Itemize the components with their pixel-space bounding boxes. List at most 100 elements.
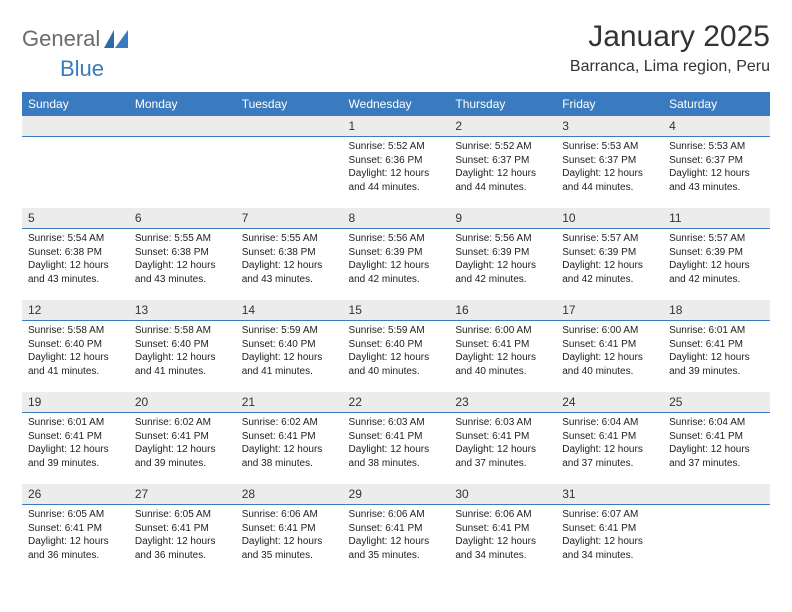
- day-number: 7: [236, 208, 343, 228]
- day-number: [22, 116, 129, 136]
- calendar-table: Sunday Monday Tuesday Wednesday Thursday…: [22, 92, 770, 576]
- day-details: Sunrise: 6:05 AMSunset: 6:41 PMDaylight:…: [22, 505, 129, 568]
- daylight-text: Daylight: 12 hours and 37 minutes.: [455, 443, 550, 470]
- sunrise-text: Sunrise: 6:01 AM: [28, 416, 123, 430]
- day-number: 12: [22, 300, 129, 320]
- daylight-text: Daylight: 12 hours and 36 minutes.: [28, 535, 123, 562]
- day-number: 1: [343, 116, 450, 136]
- daylight-text: Daylight: 12 hours and 43 minutes.: [669, 167, 764, 194]
- calendar-week-row: 19Sunrise: 6:01 AMSunset: 6:41 PMDayligh…: [22, 392, 770, 484]
- day-details: Sunrise: 6:06 AMSunset: 6:41 PMDaylight:…: [343, 505, 450, 568]
- day-number: 19: [22, 392, 129, 412]
- day-number: 6: [129, 208, 236, 228]
- weekday-header: Wednesday: [343, 92, 450, 116]
- sunrise-text: Sunrise: 5:53 AM: [669, 140, 764, 154]
- sunset-text: Sunset: 6:38 PM: [28, 246, 123, 260]
- day-number: 4: [663, 116, 770, 136]
- sunset-text: Sunset: 6:37 PM: [669, 154, 764, 168]
- calendar-day-cell: 31Sunrise: 6:07 AMSunset: 6:41 PMDayligh…: [556, 484, 663, 576]
- day-number: [663, 484, 770, 504]
- sunrise-text: Sunrise: 5:52 AM: [455, 140, 550, 154]
- sunrise-text: Sunrise: 6:05 AM: [135, 508, 230, 522]
- calendar-day-cell: 2Sunrise: 5:52 AMSunset: 6:37 PMDaylight…: [449, 116, 556, 208]
- daylight-text: Daylight: 12 hours and 38 minutes.: [242, 443, 337, 470]
- day-details: Sunrise: 5:56 AMSunset: 6:39 PMDaylight:…: [449, 229, 556, 292]
- day-details: Sunrise: 5:58 AMSunset: 6:40 PMDaylight:…: [22, 321, 129, 384]
- daylight-text: Daylight: 12 hours and 41 minutes.: [28, 351, 123, 378]
- day-number-bar: 26: [22, 484, 129, 505]
- calendar-day-cell: 20Sunrise: 6:02 AMSunset: 6:41 PMDayligh…: [129, 392, 236, 484]
- day-number: 8: [343, 208, 450, 228]
- daylight-text: Daylight: 12 hours and 40 minutes.: [562, 351, 657, 378]
- title-block: January 2025 Barranca, Lima region, Peru: [570, 20, 770, 76]
- sunset-text: Sunset: 6:40 PM: [28, 338, 123, 352]
- sunset-text: Sunset: 6:40 PM: [135, 338, 230, 352]
- sunset-text: Sunset: 6:40 PM: [242, 338, 337, 352]
- daylight-text: Daylight: 12 hours and 40 minutes.: [349, 351, 444, 378]
- sunrise-text: Sunrise: 5:53 AM: [562, 140, 657, 154]
- weekday-header: Thursday: [449, 92, 556, 116]
- sunset-text: Sunset: 6:37 PM: [562, 154, 657, 168]
- sunset-text: Sunset: 6:41 PM: [242, 522, 337, 536]
- day-number: 14: [236, 300, 343, 320]
- day-details: [22, 137, 129, 146]
- day-number-bar: 19: [22, 392, 129, 413]
- calendar-page: General January 2025 Barranca, Lima regi…: [0, 0, 792, 596]
- sunrise-text: Sunrise: 6:06 AM: [455, 508, 550, 522]
- day-details: Sunrise: 5:55 AMSunset: 6:38 PMDaylight:…: [129, 229, 236, 292]
- day-number: 31: [556, 484, 663, 504]
- calendar-body: 1Sunrise: 5:52 AMSunset: 6:36 PMDaylight…: [22, 116, 770, 576]
- day-details: Sunrise: 5:59 AMSunset: 6:40 PMDaylight:…: [236, 321, 343, 384]
- day-number-bar: 14: [236, 300, 343, 321]
- day-number: 10: [556, 208, 663, 228]
- day-number: 16: [449, 300, 556, 320]
- weekday-header: Saturday: [663, 92, 770, 116]
- day-number-bar: [129, 116, 236, 137]
- calendar-day-cell: 1Sunrise: 5:52 AMSunset: 6:36 PMDaylight…: [343, 116, 450, 208]
- day-number: 9: [449, 208, 556, 228]
- day-number: 25: [663, 392, 770, 412]
- daylight-text: Daylight: 12 hours and 39 minutes.: [28, 443, 123, 470]
- daylight-text: Daylight: 12 hours and 34 minutes.: [562, 535, 657, 562]
- calendar-day-cell: 18Sunrise: 6:01 AMSunset: 6:41 PMDayligh…: [663, 300, 770, 392]
- daylight-text: Daylight: 12 hours and 37 minutes.: [669, 443, 764, 470]
- day-number-bar: 23: [449, 392, 556, 413]
- sunrise-text: Sunrise: 5:57 AM: [562, 232, 657, 246]
- calendar-header-row: Sunday Monday Tuesday Wednesday Thursday…: [22, 92, 770, 116]
- day-number-bar: 31: [556, 484, 663, 505]
- calendar-day-cell: 17Sunrise: 6:00 AMSunset: 6:41 PMDayligh…: [556, 300, 663, 392]
- day-details: Sunrise: 6:01 AMSunset: 6:41 PMDaylight:…: [22, 413, 129, 476]
- day-details: Sunrise: 5:57 AMSunset: 6:39 PMDaylight:…: [556, 229, 663, 292]
- day-details: Sunrise: 5:55 AMSunset: 6:38 PMDaylight:…: [236, 229, 343, 292]
- sunrise-text: Sunrise: 5:55 AM: [242, 232, 337, 246]
- sunrise-text: Sunrise: 6:01 AM: [669, 324, 764, 338]
- location-subtitle: Barranca, Lima region, Peru: [570, 58, 770, 76]
- day-number: [129, 116, 236, 136]
- calendar-week-row: 1Sunrise: 5:52 AMSunset: 6:36 PMDaylight…: [22, 116, 770, 208]
- calendar-day-cell: 8Sunrise: 5:56 AMSunset: 6:39 PMDaylight…: [343, 208, 450, 300]
- sunrise-text: Sunrise: 5:58 AM: [135, 324, 230, 338]
- day-number-bar: 22: [343, 392, 450, 413]
- day-number-bar: 16: [449, 300, 556, 321]
- sunset-text: Sunset: 6:39 PM: [349, 246, 444, 260]
- calendar-day-cell: 5Sunrise: 5:54 AMSunset: 6:38 PMDaylight…: [22, 208, 129, 300]
- day-number-bar: 24: [556, 392, 663, 413]
- day-details: Sunrise: 6:03 AMSunset: 6:41 PMDaylight:…: [343, 413, 450, 476]
- calendar-day-cell: 27Sunrise: 6:05 AMSunset: 6:41 PMDayligh…: [129, 484, 236, 576]
- daylight-text: Daylight: 12 hours and 38 minutes.: [349, 443, 444, 470]
- day-number-bar: [236, 116, 343, 137]
- calendar-day-cell: 29Sunrise: 6:06 AMSunset: 6:41 PMDayligh…: [343, 484, 450, 576]
- calendar-day-cell: 4 Sunrise: 5:53 AMSunset: 6:37 PMDaylight…: [663, 116, 770, 208]
- calendar-day-cell: 22Sunrise: 6:03 AMSunset: 6:41 PMDayligh…: [343, 392, 450, 484]
- weekday-header: Sunday: [22, 92, 129, 116]
- calendar-day-cell: 11Sunrise: 5:57 AMSunset: 6:39 PMDayligh…: [663, 208, 770, 300]
- day-details: Sunrise: 6:05 AMSunset: 6:41 PMDaylight:…: [129, 505, 236, 568]
- day-number-bar: 17: [556, 300, 663, 321]
- daylight-text: Daylight: 12 hours and 44 minutes.: [349, 167, 444, 194]
- logo-word1: General: [22, 26, 100, 52]
- daylight-text: Daylight: 12 hours and 34 minutes.: [455, 535, 550, 562]
- day-number-bar: [22, 116, 129, 137]
- day-number: 3: [556, 116, 663, 136]
- sunset-text: Sunset: 6:41 PM: [669, 430, 764, 444]
- sunset-text: Sunset: 6:41 PM: [455, 338, 550, 352]
